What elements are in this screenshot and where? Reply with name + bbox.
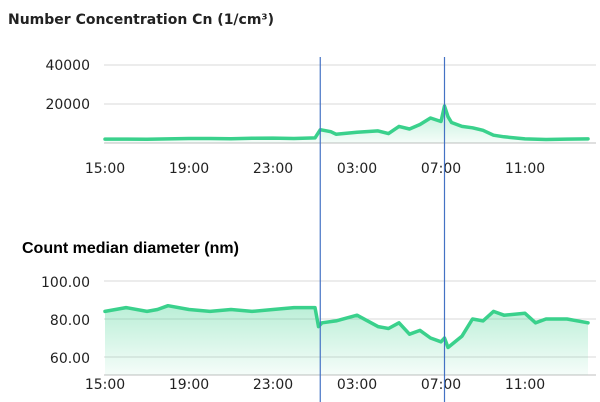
chart-2-xticks: 15:00 19:00 23:00 03:00 07:00 11:00 [85,377,545,393]
chart-1-xticks: 15:00 19:00 23:00 03:00 07:00 11:00 [85,161,545,177]
x-tick-label: 19:00 [169,377,209,393]
x-tick-label: 11:00 [505,161,545,177]
series-line [103,104,590,142]
x-tick-label: 07:00 [421,377,461,393]
x-tick-label: 15:00 [85,377,125,393]
x-tick-label: 19:00 [169,161,209,177]
chart-1-yticks: 40000 20000 [45,58,90,113]
y-tick-label: 100.00 [41,275,90,291]
vertical-markers [319,57,446,402]
x-tick-label: 11:00 [505,377,545,393]
x-tick-label: 07:00 [421,161,461,177]
chart-2-yticks: 100.00 80.00 60.00 [41,275,90,367]
x-tick-label: 03:00 [337,377,377,393]
chart-2-title: Count median diameter (nm) [22,240,239,257]
series-area [105,106,588,143]
x-tick-label: 15:00 [85,161,125,177]
chart-1-series [103,104,590,143]
y-tick-label: 40000 [45,58,90,74]
y-tick-label: 80.00 [50,313,90,329]
y-tick-label: 60.00 [50,351,90,367]
x-tick-label: 23:00 [253,377,293,393]
chart-2-series [103,303,590,375]
series-line [103,303,590,350]
y-tick-label: 20000 [45,97,90,113]
x-tick-label: 03:00 [337,161,377,177]
chart-1-title: Number Concentration Cn (1/cm³) [8,12,274,28]
x-tick-label: 23:00 [253,161,293,177]
series-area [105,305,588,375]
